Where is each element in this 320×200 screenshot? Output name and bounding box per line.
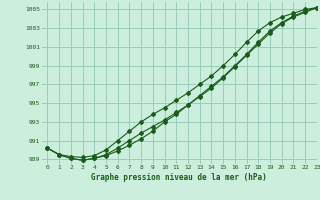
X-axis label: Graphe pression niveau de la mer (hPa): Graphe pression niveau de la mer (hPa) <box>91 173 267 182</box>
